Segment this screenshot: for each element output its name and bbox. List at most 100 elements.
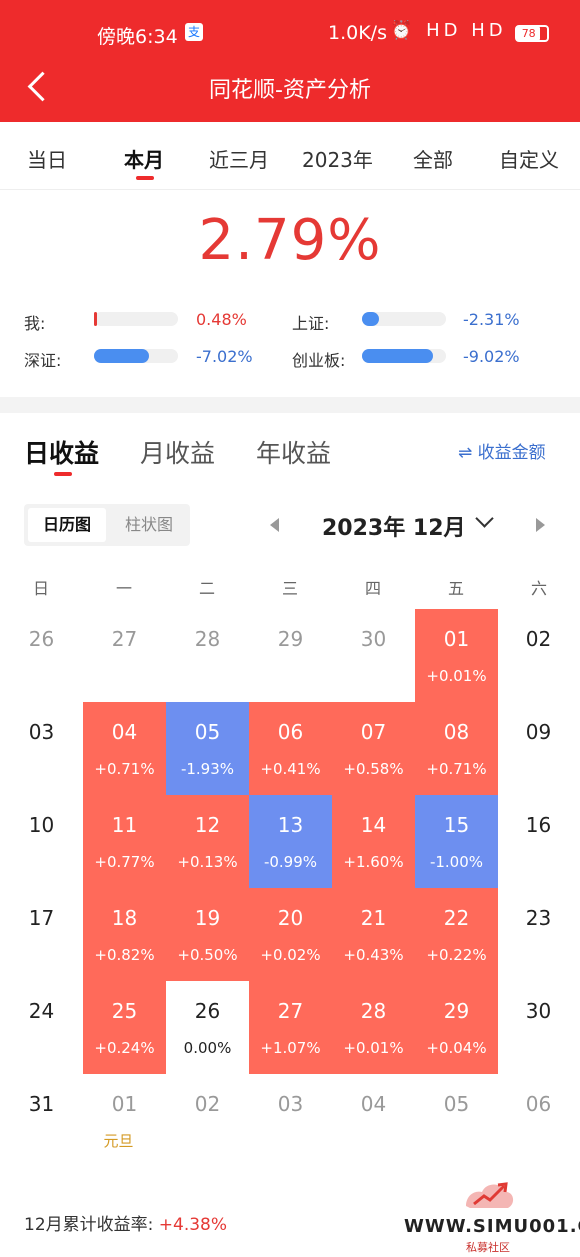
day-return: +0.50% [177, 946, 238, 964]
calendar-day[interactable]: 10 [0, 795, 83, 888]
day-number: 03 [28, 720, 55, 744]
compare-fill-cyb [362, 349, 434, 363]
calendar-day[interactable]: 11 +0.77% [83, 795, 166, 888]
calendar-day[interactable]: 02 [497, 609, 580, 702]
toggle-amount-button[interactable]: ⇌ 收益金额 [458, 438, 546, 463]
watermark-text: WWW.SIMU001.CN [404, 1216, 580, 1237]
calendar-day[interactable]: 20 +0.02% [249, 888, 332, 981]
compare-value-me: 0.48% [196, 310, 247, 329]
calendar-day[interactable]: 19 +0.50% [166, 888, 249, 981]
network-speed: 1.0K/s [328, 22, 387, 44]
calendar-day[interactable]: 13 -0.99% [249, 795, 332, 888]
calendar-day[interactable]: 09 [497, 702, 580, 795]
day-return: +0.01% [426, 667, 487, 685]
calendar-day[interactable]: 01 +0.01% [415, 609, 498, 702]
day-number: 14 [360, 813, 387, 837]
calendar-day[interactable]: 28 [166, 609, 249, 702]
day-number: 25 [111, 999, 138, 1023]
weekday-label: 一 [115, 579, 132, 598]
day-return: +0.04% [426, 1039, 487, 1057]
calendar-day[interactable]: 18 +0.82% [83, 888, 166, 981]
calendar-day[interactable]: 17 [0, 888, 83, 981]
calendar-day[interactable]: 08 +0.71% [415, 702, 498, 795]
calendar-day[interactable]: 04 +0.71% [83, 702, 166, 795]
day-number: 12 [194, 813, 221, 837]
alipay-icon: 支 [185, 23, 203, 41]
day-number: 02 [525, 627, 552, 651]
calendar-day[interactable]: 29 +0.04% [415, 981, 498, 1074]
watermark-logo-icon [466, 1182, 514, 1208]
calendar-day[interactable]: 06 +0.41% [249, 702, 332, 795]
calendar-day[interactable]: 15 -1.00% [415, 795, 498, 888]
tab-daily-return[interactable]: 日收益 [24, 439, 100, 468]
next-month-icon[interactable] [536, 518, 545, 532]
calendar-day[interactable]: 06 [497, 1074, 580, 1167]
day-number: 01 [443, 627, 470, 651]
calendar-day[interactable]: 16 [497, 795, 580, 888]
section-tab-indicator [54, 472, 72, 476]
tab-monthly-return[interactable]: 月收益 [140, 439, 216, 468]
calendar-day[interactable]: 25 +0.24% [83, 981, 166, 1074]
calendar-day[interactable]: 12 +0.13% [166, 795, 249, 888]
day-number: 08 [443, 720, 470, 744]
calendar-day[interactable]: 31 [0, 1074, 83, 1167]
calendar-day[interactable]: 14 +1.60% [332, 795, 415, 888]
tab-today[interactable]: 当日 [27, 148, 67, 172]
day-return: -0.99% [263, 853, 318, 871]
period-tabs: 当日 本月 近三月 2023年 全部 自定义 [0, 122, 580, 190]
view-bar-chart[interactable]: 柱状图 [124, 515, 173, 534]
prev-month-icon[interactable] [270, 518, 279, 532]
tab-yearly-return[interactable]: 年收益 [256, 439, 332, 468]
calendar-day[interactable]: 07 +0.58% [332, 702, 415, 795]
calendar-day[interactable]: 01 元旦 [83, 1074, 166, 1167]
calendar-day[interactable]: 04 [332, 1074, 415, 1167]
view-switch: 日历图 柱状图 [24, 504, 190, 546]
calendar-day[interactable]: 29 [249, 609, 332, 702]
day-number: 31 [28, 1092, 55, 1116]
calendar-day[interactable]: 05 [415, 1074, 498, 1167]
day-number: 28 [360, 999, 387, 1023]
calendar-day[interactable]: 03 [249, 1074, 332, 1167]
day-number: 27 [277, 999, 304, 1023]
tab-three-months[interactable]: 近三月 [209, 148, 269, 172]
compare-label-cyb: 创业板: [292, 351, 346, 370]
day-number: 06 [525, 1092, 552, 1116]
calendar-day[interactable]: 28 +0.01% [332, 981, 415, 1074]
status-bar: 傍晚6:34 支 1.0K/s ⏰ HD HD ≋ 78 [0, 18, 580, 50]
calendar-day[interactable]: 23 [497, 888, 580, 981]
day-return: 0.00% [183, 1039, 232, 1057]
calendar-day[interactable]: 24 [0, 981, 83, 1074]
day-number: 04 [111, 720, 138, 744]
calendar-day[interactable]: 30 [497, 981, 580, 1074]
calendar-day[interactable]: 26 [0, 609, 83, 702]
calendar-day[interactable]: 22 +0.22% [415, 888, 498, 981]
watermark: WWW.SIMU001.CN 私募社区 [404, 1176, 580, 1254]
calendar-day[interactable]: 05 -1.93% [166, 702, 249, 795]
calendar-day[interactable]: 26 0.00% [166, 981, 249, 1074]
day-number: 29 [277, 627, 304, 651]
day-number: 07 [360, 720, 387, 744]
tab-custom[interactable]: 自定义 [499, 148, 559, 172]
view-calendar[interactable]: 日历图 [28, 508, 106, 542]
chevron-down-icon[interactable] [475, 509, 494, 528]
swap-icon: ⇌ [458, 443, 473, 463]
tab-this-month[interactable]: 本月 [124, 148, 164, 172]
compare-value-sz: -7.02% [196, 347, 253, 366]
month-label[interactable]: 2023年 12月 [322, 516, 466, 541]
calendar-day[interactable]: 02 [166, 1074, 249, 1167]
calendar-day[interactable]: 30 [332, 609, 415, 702]
compare-fill-sh [362, 312, 379, 326]
calendar-day[interactable]: 21 +0.43% [332, 888, 415, 981]
day-number: 16 [525, 813, 552, 837]
calendar-day[interactable]: 27 [83, 609, 166, 702]
cumulative-value: +4.38% [158, 1215, 228, 1235]
tab-2023[interactable]: 2023年 [302, 148, 373, 172]
day-return: +0.13% [177, 853, 238, 871]
calendar-day[interactable]: 03 [0, 702, 83, 795]
day-return: +1.60% [343, 853, 404, 871]
day-number: 26 [194, 999, 221, 1023]
calendar-day[interactable]: 27 +1.07% [249, 981, 332, 1074]
tab-all[interactable]: 全部 [413, 148, 453, 172]
day-number: 05 [443, 1092, 470, 1116]
day-number: 15 [443, 813, 470, 837]
